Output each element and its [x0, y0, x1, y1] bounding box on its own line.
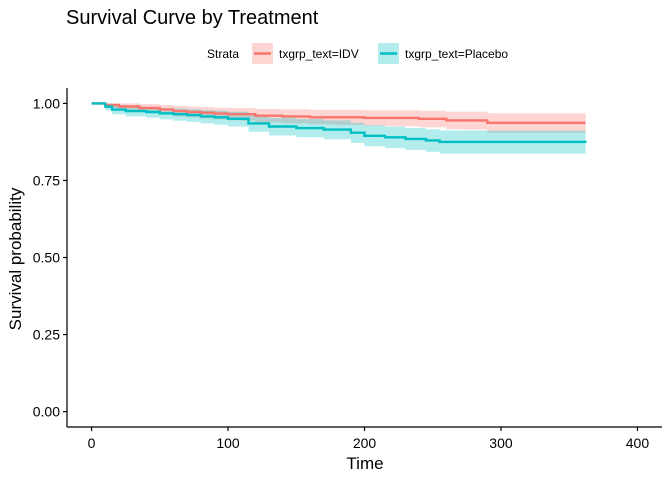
legend: Strata txgrp_text=IDV txgrp_text=Placebo	[207, 43, 508, 64]
survival-line-1	[91, 102, 587, 144]
y-tick-label: 0.75	[33, 172, 60, 188]
legend-label-1: txgrp_text=Placebo	[405, 47, 508, 61]
x-tick-label: 100	[216, 435, 240, 451]
y-tick-label: 0.50	[33, 250, 60, 266]
x-tick-label: 300	[489, 435, 513, 451]
y-tick-label: 0.00	[33, 404, 60, 420]
x-tick-label: 200	[353, 435, 377, 451]
survival-lines	[91, 102, 587, 144]
survival-line-0	[91, 102, 586, 125]
y-axis-title: Survival probability	[6, 187, 25, 330]
chart-title: Survival Curve by Treatment	[66, 7, 319, 29]
legend-title: Strata	[207, 47, 239, 61]
y-axis-ticks: 0.00 0.25 0.50 0.75 1.00	[33, 95, 67, 420]
y-tick-label: 1.00	[33, 95, 60, 111]
legend-label-0: txgrp_text=IDV	[279, 47, 359, 61]
x-tick-label: 0	[88, 435, 96, 451]
x-axis-ticks: 0 100 200 300 400	[88, 427, 650, 451]
y-tick-label: 0.25	[33, 327, 60, 343]
x-tick-label: 400	[626, 435, 650, 451]
x-axis-title: Time	[346, 454, 383, 473]
